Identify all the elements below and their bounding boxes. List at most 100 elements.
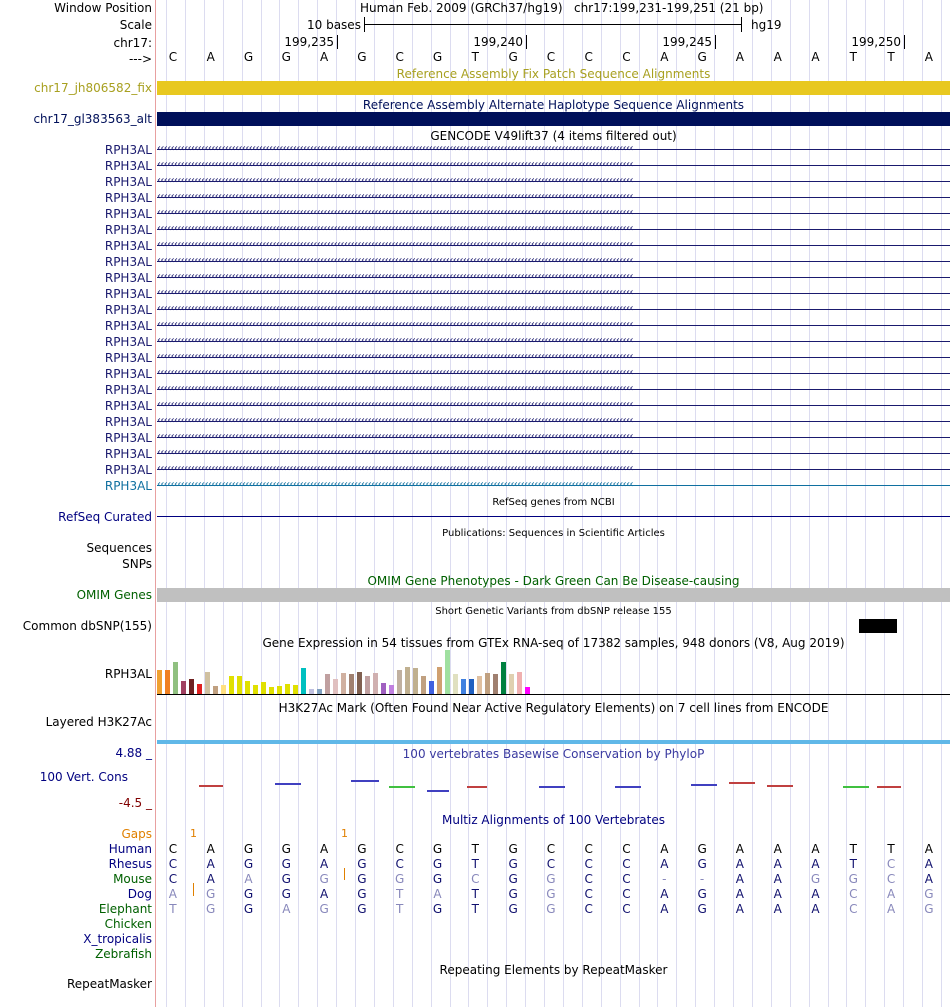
gtex-tissue-bar[interactable] (189, 679, 194, 694)
gtex-tissue-bar[interactable] (413, 668, 418, 694)
gtex-tissue-bar[interactable] (381, 683, 386, 694)
multiz-species-label[interactable]: Rhesus (108, 857, 152, 871)
gtex-tissue-bar[interactable] (429, 681, 434, 694)
gencode-item-label[interactable]: RPH3AL (104, 287, 152, 301)
gtex-tissue-bar[interactable] (397, 670, 402, 694)
gencode-item-label[interactable]: RPH3AL (104, 479, 152, 493)
gtex-tissue-bar[interactable] (501, 662, 506, 694)
multiz-species-label[interactable]: Human (108, 842, 152, 856)
gtex-tissue-bar[interactable] (477, 676, 482, 694)
gtex-tissue-bar[interactable] (277, 686, 282, 694)
gencode-item-line[interactable] (157, 213, 950, 214)
gtex-tissue-bar[interactable] (221, 685, 226, 694)
gencode-item-label[interactable]: RPH3AL (104, 351, 152, 365)
gencode-item-line[interactable] (157, 149, 950, 150)
gtex-tissue-bar[interactable] (405, 667, 410, 694)
gencode-item-label[interactable]: RPH3AL (104, 191, 152, 205)
gencode-item-line[interactable] (157, 469, 950, 470)
gencode-item-line[interactable] (157, 357, 950, 358)
gaps-label[interactable]: Gaps (121, 827, 152, 841)
gencode-item-line[interactable] (157, 437, 950, 438)
gtex-tissue-bar[interactable] (333, 679, 338, 694)
gtex-tissue-bar[interactable] (253, 685, 258, 694)
gencode-item-label[interactable]: RPH3AL (104, 159, 152, 173)
repeatmasker-label[interactable]: RepeatMasker (66, 977, 152, 991)
gencode-item-label[interactable]: RPH3AL (104, 447, 152, 461)
gencode-item-label[interactable]: RPH3AL (104, 303, 152, 317)
dbsnp-variant[interactable] (859, 619, 897, 633)
dbsnp-label[interactable]: Common dbSNP(155) (22, 619, 152, 633)
gtex-tissue-bar[interactable] (213, 686, 218, 694)
gtex-tissue-bar[interactable] (453, 674, 458, 694)
gencode-item-line[interactable] (157, 309, 950, 310)
gtex-tissue-bar[interactable] (293, 685, 298, 694)
gtex-tissue-bar[interactable] (389, 685, 394, 694)
gencode-item-line[interactable] (157, 277, 950, 278)
gtex-tissue-bar[interactable] (437, 667, 442, 694)
multiz-species-label[interactable]: Elephant (98, 902, 152, 916)
omim-bar[interactable] (157, 588, 950, 602)
gtex-tissue-bar[interactable] (349, 674, 354, 694)
gtex-tissue-bar[interactable] (317, 689, 322, 694)
gtex-tissue-bar[interactable] (357, 672, 362, 694)
gencode-item-line[interactable] (157, 261, 950, 262)
gtex-tissue-bar[interactable] (245, 681, 250, 694)
gtex-tissue-bar[interactable] (173, 662, 178, 694)
gencode-item-label[interactable]: RPH3AL (104, 319, 152, 333)
gtex-tissue-bar[interactable] (229, 676, 234, 694)
fix-patch-bar[interactable] (157, 81, 950, 95)
gencode-item-label[interactable]: RPH3AL (104, 207, 152, 221)
gencode-item-label[interactable]: RPH3AL (104, 255, 152, 269)
gencode-item-line[interactable] (157, 229, 950, 230)
gencode-item-line[interactable] (157, 421, 950, 422)
gencode-item-line[interactable] (157, 453, 950, 454)
gencode-item-label[interactable]: RPH3AL (104, 415, 152, 429)
gencode-item-label[interactable]: RPH3AL (104, 399, 152, 413)
gtex-tissue-bar[interactable] (517, 672, 522, 694)
publications-label-snps[interactable]: SNPs (122, 557, 152, 571)
alt-haplo-bar[interactable] (157, 112, 950, 126)
gtex-tissue-bar[interactable] (301, 668, 306, 694)
gtex-tissue-bar[interactable] (445, 650, 450, 694)
gtex-tissue-bar[interactable] (493, 674, 498, 694)
gtex-tissue-bar[interactable] (285, 684, 290, 694)
multiz-species-label[interactable]: X_tropicalis (83, 932, 152, 946)
gencode-item-label[interactable]: RPH3AL (104, 143, 152, 157)
gtex-tissue-bar[interactable] (309, 689, 314, 694)
gencode-item-line[interactable] (157, 325, 950, 326)
h3k27ac-signal[interactable] (157, 740, 950, 744)
publications-label-sequences[interactable]: Sequences (86, 541, 152, 555)
gtex-tissue-bar[interactable] (181, 681, 186, 694)
gencode-item-label[interactable]: RPH3AL (104, 223, 152, 237)
gtex-label[interactable]: RPH3AL (104, 667, 152, 681)
phylop-label[interactable]: 100 Vert. Cons (39, 770, 128, 784)
gtex-tissue-bar[interactable] (237, 676, 242, 694)
gtex-tissue-bar[interactable] (485, 673, 490, 694)
gencode-item-label[interactable]: RPH3AL (104, 335, 152, 349)
gencode-item-label[interactable]: RPH3AL (104, 383, 152, 397)
gtex-tissue-bar[interactable] (509, 674, 514, 694)
gtex-tissue-bar[interactable] (197, 684, 202, 694)
omim-label[interactable]: OMIM Genes (76, 588, 152, 602)
gencode-item-line[interactable] (157, 245, 950, 246)
gencode-item-label[interactable]: RPH3AL (104, 175, 152, 189)
gencode-item-line[interactable] (157, 341, 950, 342)
gtex-tissue-bar[interactable] (269, 687, 274, 694)
refseq-label[interactable]: RefSeq Curated (58, 510, 152, 524)
gtex-tissue-bar[interactable] (525, 687, 530, 694)
multiz-species-label[interactable]: Dog (127, 887, 152, 901)
gtex-tissue-bar[interactable] (205, 672, 210, 694)
gtex-tissue-bar[interactable] (421, 676, 426, 694)
gtex-tissue-bar[interactable] (157, 670, 162, 694)
h3k27ac-label[interactable]: Layered H3K27Ac (45, 715, 152, 729)
gencode-item-line[interactable] (157, 485, 950, 486)
multiz-species-label[interactable]: Zebrafish (95, 947, 152, 961)
gencode-item-label[interactable]: RPH3AL (104, 463, 152, 477)
gencode-item-label[interactable]: RPH3AL (104, 431, 152, 445)
gencode-item-label[interactable]: RPH3AL (104, 367, 152, 381)
gtex-tissue-bar[interactable] (325, 674, 330, 694)
gencode-item-label[interactable]: RPH3AL (104, 271, 152, 285)
alt-haplo-label[interactable]: chr17_gl383563_alt (33, 112, 152, 126)
gencode-item-label[interactable]: RPH3AL (104, 239, 152, 253)
fix-patch-label[interactable]: chr17_jh806582_fix (34, 81, 152, 95)
